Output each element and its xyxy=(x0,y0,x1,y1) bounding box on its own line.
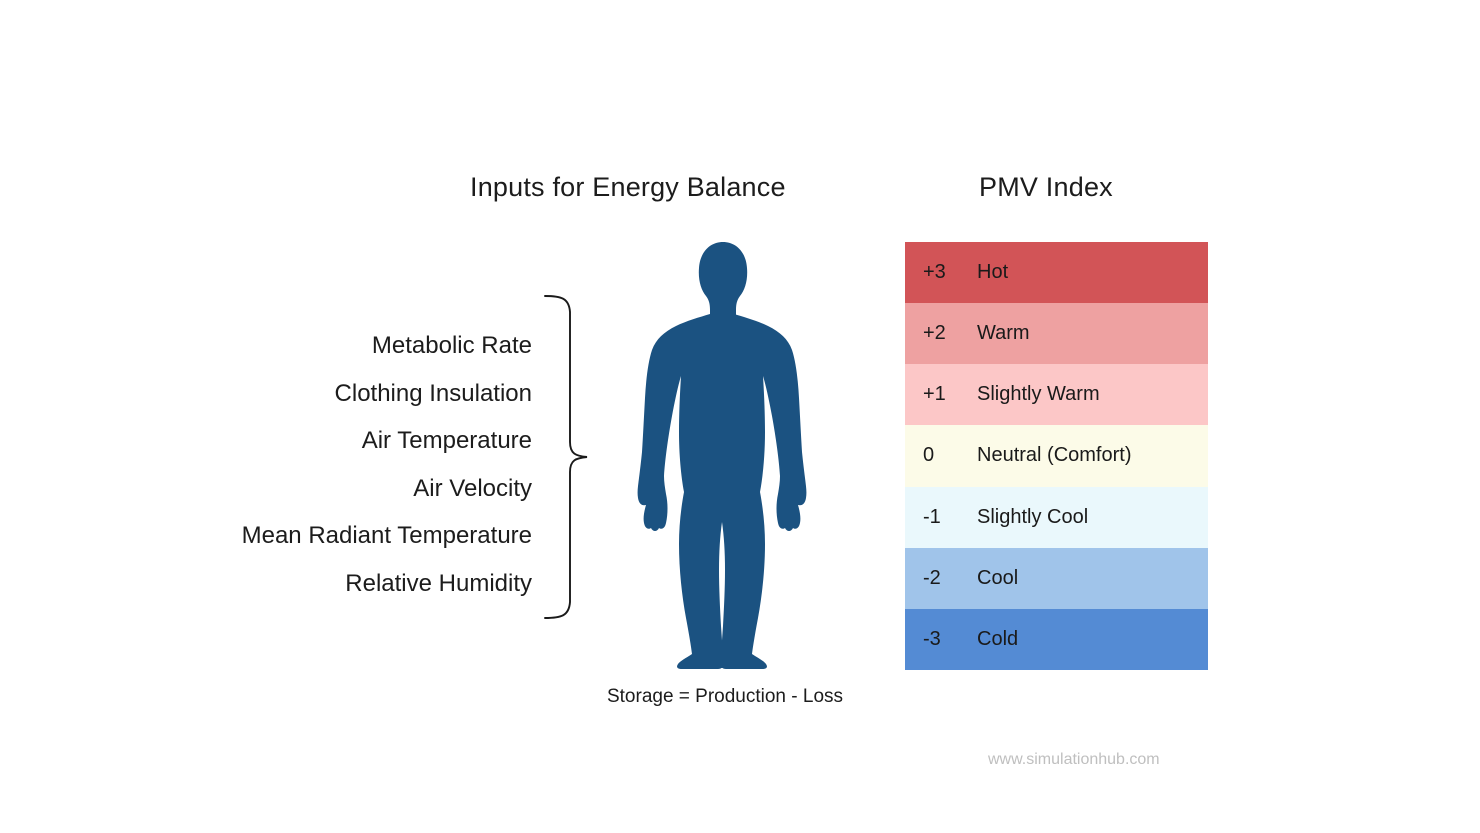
input-item-air-velocity: Air Velocity xyxy=(413,474,532,502)
pmv-value: +2 xyxy=(923,322,946,345)
watermark-text: www.simulationhub.com xyxy=(988,751,1160,768)
table-row: +3 Hot xyxy=(905,242,1208,304)
input-item-relative-humidity: Relative Humidity xyxy=(345,569,532,597)
pmv-section-title: PMV Index xyxy=(979,172,1113,202)
pmv-value: +3 xyxy=(923,261,946,284)
input-item-mean-radiant-temperature: Mean Radiant Temperature xyxy=(241,522,532,549)
pmv-value: -1 xyxy=(923,505,941,528)
pmv-label: Neutral (Comfort) xyxy=(977,444,1132,467)
table-row: +1 Slightly Warm xyxy=(905,364,1208,426)
input-item-metabolic-rate: Metabolic Rate xyxy=(371,332,532,359)
pmv-value: -2 xyxy=(923,566,941,589)
input-item-air-temperature: Air Temperature xyxy=(361,427,532,454)
table-row: +2 Warm xyxy=(905,303,1208,365)
input-item-clothing-insulation: Clothing Insulation xyxy=(334,379,532,407)
pmv-label: Hot xyxy=(977,261,1009,284)
pmv-value: +1 xyxy=(923,383,946,406)
human-body-silhouette-icon xyxy=(637,242,807,669)
energy-balance-caption: Storage = Production - Loss xyxy=(606,686,844,707)
pmv-label: Slightly Warm xyxy=(977,383,1100,406)
curly-brace-icon xyxy=(544,295,588,619)
pmv-value: 0 xyxy=(923,444,935,467)
pmv-label: Cold xyxy=(977,627,1019,650)
pmv-label: Cool xyxy=(977,566,1019,589)
pmv-value: -3 xyxy=(923,627,941,650)
pmv-label: Slightly Cool xyxy=(977,505,1089,528)
table-row: -2 Cool xyxy=(905,547,1208,609)
table-row: 0 Neutral (Comfort) xyxy=(905,425,1208,487)
pmv-index-table: +3 Hot +2 Warm +1 Slightly Warm 0 Neutra… xyxy=(905,242,1208,670)
energy-balance-inputs-list: Metabolic Rate Clothing Insulation Air T… xyxy=(120,322,532,607)
inputs-section-title: Inputs for Energy Balance xyxy=(470,172,786,202)
table-row: -1 Slightly Cool xyxy=(905,486,1208,548)
table-row: -3 Cold xyxy=(905,608,1208,670)
pmv-label: Warm xyxy=(977,322,1030,345)
